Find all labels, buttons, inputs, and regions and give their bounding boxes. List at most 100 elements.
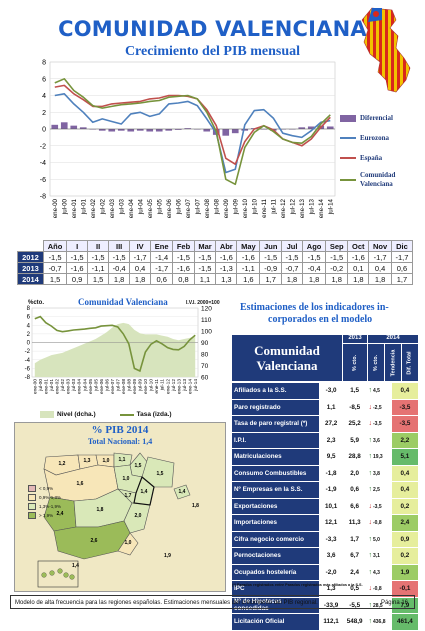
map-region-value: 1,0 bbox=[123, 476, 130, 482]
indicator-value-2014: -8,5 bbox=[342, 399, 367, 416]
bar-diferencial bbox=[60, 122, 68, 129]
indicator-value-2013: 1,1 bbox=[319, 399, 343, 416]
bar-diferencial bbox=[307, 126, 315, 129]
arrow-up-icon: ↑ bbox=[368, 568, 372, 576]
indicator-diff: 5,1 bbox=[391, 448, 418, 466]
arrow-down-icon: ↓ bbox=[368, 519, 372, 527]
x-tick-label: jul-04 bbox=[137, 198, 144, 215]
table-cell: -1,7 bbox=[390, 251, 414, 263]
indicator-diff: -3,5 bbox=[391, 415, 418, 433]
indicator-value-2013: -3,3 bbox=[319, 531, 343, 548]
col-header-cto-2014: % cto. bbox=[368, 344, 384, 381]
map-region-value: 1,0 bbox=[103, 458, 110, 464]
y-right-tick-label: 110 bbox=[201, 317, 212, 324]
table-header-cell: Ago bbox=[301, 240, 327, 252]
table-cell: 1,8 bbox=[325, 273, 349, 285]
trend-value: -3,5 bbox=[372, 503, 382, 510]
y-right-tick-label: 120 bbox=[201, 306, 212, 313]
table-cell: -1,5 bbox=[172, 251, 195, 263]
indicators-year-2014: 2014 bbox=[368, 335, 418, 343]
arrow-up-icon: ↑ bbox=[368, 453, 372, 461]
table-header-cell bbox=[17, 240, 44, 252]
x-tick-label: ene-02 bbox=[55, 379, 61, 394]
x-tick-label: jul-02 bbox=[99, 198, 106, 215]
x-tick-label: jul-01 bbox=[80, 198, 87, 215]
trend-value: 436,8 bbox=[372, 619, 386, 626]
table-row: Matriculaciones 9,5 28,8 ↑19,3 5,1 bbox=[232, 448, 418, 466]
trend-value: 3,6 bbox=[372, 437, 380, 444]
y-tick-label: -8 bbox=[40, 194, 46, 201]
bar-diferencial bbox=[70, 125, 78, 129]
x-tick-label: ene-00 bbox=[52, 198, 59, 218]
map-region-value: 1,7 bbox=[125, 493, 132, 499]
map-region bbox=[141, 456, 175, 488]
legend-label: Nivel (dcha.) bbox=[57, 411, 96, 418]
small-chart-legend: Nivel (dcha.) Tasa (izda.) bbox=[40, 411, 230, 418]
map-region-value: 1,5 bbox=[157, 471, 164, 477]
bar-diferencial bbox=[155, 129, 163, 132]
arrow-up-icon: ↑ bbox=[368, 601, 372, 609]
x-tick-label: ene-05 bbox=[88, 379, 94, 394]
indicator-value-2014: 5,9 bbox=[342, 432, 367, 449]
trend-value: -3,5 bbox=[372, 421, 382, 428]
bar-diferencial bbox=[146, 129, 154, 132]
table-header-cell: III bbox=[108, 240, 131, 252]
bar-diferencial bbox=[108, 129, 116, 132]
x-tick-label: ene-14 bbox=[318, 198, 325, 218]
map-region-value: 1,8 bbox=[192, 503, 199, 509]
table-cell: -1,1 bbox=[87, 262, 110, 274]
table-header-row: Año I II III IV Ene Feb Mar Abr May Jun Jul Ago Sep Oc… bbox=[17, 240, 414, 252]
indicator-value-2013: 10,1 bbox=[319, 498, 343, 515]
x-tick-label: jul-13 bbox=[182, 379, 188, 392]
map-region-value: 1,4 bbox=[72, 563, 79, 569]
legend-label: < 0,9% bbox=[39, 486, 54, 491]
x-tick-label: jul-06 bbox=[104, 379, 110, 392]
table-header-cell: Oct bbox=[347, 240, 370, 252]
table-cell: -0,9 bbox=[259, 262, 282, 274]
indicator-label: Paro registrado bbox=[232, 399, 320, 416]
table-row: IPC 1,3 0,5 ↓-0,8 -0,1 bbox=[232, 580, 418, 598]
table-row: Importaciones 12,1 11,3 ↓-0,8 2,4 bbox=[232, 514, 418, 532]
table-header-cell: Nov bbox=[368, 240, 392, 252]
region-label: Comunidad bbox=[254, 343, 320, 358]
x-tick-label: ene-01 bbox=[44, 379, 50, 394]
x-tick-label: ene-06 bbox=[99, 379, 105, 394]
bar-diferencial bbox=[98, 129, 106, 131]
table-cell: 1,6 bbox=[236, 273, 261, 285]
table-header-cell: May bbox=[236, 240, 261, 252]
legend-label: Tasa (izda.) bbox=[136, 411, 172, 418]
map-legend-item: 0,9%-1,3% bbox=[28, 493, 61, 502]
map-region-value: 1,0 bbox=[125, 540, 132, 546]
map-region-value: 1,6 bbox=[77, 481, 84, 487]
indicator-trend: ↑4,3 bbox=[366, 564, 392, 581]
y-right-tick-label: 100 bbox=[201, 329, 212, 336]
map-region-value: 1,4 bbox=[179, 489, 186, 495]
arrow-up-icon: ↑ bbox=[368, 387, 372, 395]
trend-value: -0,8 bbox=[372, 520, 382, 527]
table-row: Ocupados hostelería -2,0 2,4 ↑4,3 1,9 bbox=[232, 564, 418, 581]
table-cell: 1,3 bbox=[215, 273, 238, 285]
map-region-value: 1,8 bbox=[97, 507, 104, 513]
page-number: Página 16 bbox=[380, 600, 408, 606]
bar-diferencial bbox=[51, 124, 59, 129]
indicator-value-2014: 6,6 bbox=[342, 498, 367, 515]
legend-item-eurozona: Eurozona bbox=[340, 131, 425, 145]
legend-label: 0,9%-1,3% bbox=[39, 495, 62, 500]
indicator-value-2014: 6,7 bbox=[342, 547, 367, 565]
x-tick-label: jul-03 bbox=[71, 379, 77, 392]
table-cell: 1,8 bbox=[281, 273, 303, 285]
bar-diferencial bbox=[203, 129, 211, 132]
legend-label: España bbox=[360, 154, 383, 162]
table-cell: -0,7 bbox=[42, 262, 68, 274]
x-tick-label: ene-02 bbox=[90, 198, 97, 218]
x-tick-label: jul-06 bbox=[175, 198, 182, 215]
y-left-tick-label: 2 bbox=[27, 332, 31, 338]
table-row: Tasa de paro registral (*) 27,2 25,2 ↓-3,5-… bbox=[232, 415, 418, 433]
x-tick-label: ene-04 bbox=[77, 379, 83, 394]
table-header-cell: Ene bbox=[150, 240, 174, 252]
trend-value: -0,8 bbox=[372, 586, 382, 593]
table-header-cell: Año bbox=[42, 240, 68, 252]
table-row: Consumo Combustibles -1,8 2,0 ↑3,8 0,4 bbox=[232, 465, 418, 482]
table-header-cell: Dic bbox=[390, 240, 414, 252]
